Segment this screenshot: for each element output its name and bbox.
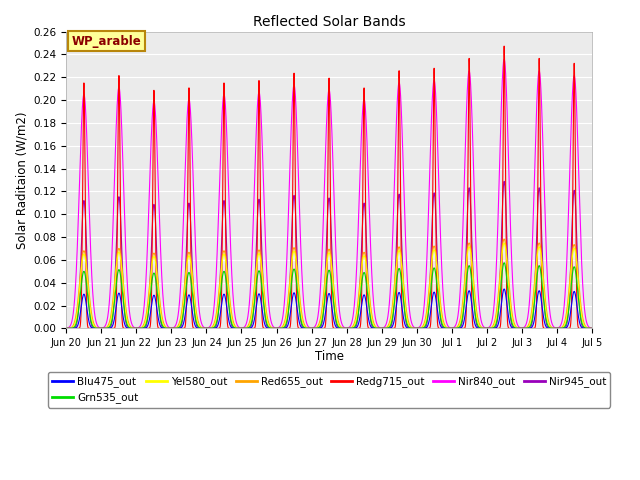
Yel580_out xyxy=(500,240,508,246)
Nir840_out xyxy=(500,56,508,62)
Red655_out xyxy=(175,322,182,327)
Title: Reflected Solar Bands: Reflected Solar Bands xyxy=(253,15,405,29)
Yel580_out xyxy=(476,324,484,330)
Nir840_out xyxy=(588,325,596,331)
Blu475_out xyxy=(476,325,484,331)
Redg715_out xyxy=(170,325,177,331)
Line: Nir945_out: Nir945_out xyxy=(67,181,592,328)
Yel580_out xyxy=(63,325,70,331)
Yel580_out xyxy=(175,324,182,329)
Red655_out xyxy=(170,325,177,331)
Nir840_out xyxy=(259,166,267,171)
X-axis label: Time: Time xyxy=(314,349,344,362)
Red655_out xyxy=(259,276,267,282)
Grn535_out xyxy=(476,325,484,331)
Text: WP_arable: WP_arable xyxy=(72,35,141,48)
Blu475_out xyxy=(170,325,177,331)
Y-axis label: Solar Raditaion (W/m2): Solar Raditaion (W/m2) xyxy=(15,111,28,249)
Line: Red655_out: Red655_out xyxy=(67,239,592,328)
Grn535_out xyxy=(259,296,267,301)
Redg715_out xyxy=(500,43,508,49)
Blu475_out xyxy=(588,325,596,331)
Nir840_out xyxy=(170,325,177,331)
Redg715_out xyxy=(63,325,70,331)
Grn535_out xyxy=(500,260,508,265)
Red655_out xyxy=(586,325,594,331)
Line: Nir840_out: Nir840_out xyxy=(67,59,592,328)
Nir840_out xyxy=(586,325,594,331)
Blu475_out xyxy=(586,325,594,331)
Red655_out xyxy=(476,322,484,328)
Grn535_out xyxy=(170,325,177,331)
Redg715_out xyxy=(588,325,596,331)
Red655_out xyxy=(500,236,508,242)
Nir945_out xyxy=(170,325,177,331)
Legend: Blu475_out, Grn535_out, Yel580_out, Red655_out, Redg715_out, Nir840_out, Nir945_: Blu475_out, Grn535_out, Yel580_out, Red6… xyxy=(48,372,611,408)
Redg715_out xyxy=(401,325,409,331)
Nir840_out xyxy=(401,228,409,234)
Yel580_out xyxy=(401,304,409,310)
Blu475_out xyxy=(500,286,508,292)
Nir945_out xyxy=(63,325,70,331)
Redg715_out xyxy=(175,325,182,331)
Nir945_out xyxy=(500,179,508,184)
Line: Yel580_out: Yel580_out xyxy=(67,243,592,328)
Nir840_out xyxy=(175,307,182,313)
Blu475_out xyxy=(259,313,267,319)
Red655_out xyxy=(401,298,409,304)
Red655_out xyxy=(588,325,596,331)
Blu475_out xyxy=(175,325,182,331)
Grn535_out xyxy=(63,325,70,331)
Yel580_out xyxy=(259,282,267,288)
Grn535_out xyxy=(588,325,596,331)
Grn535_out xyxy=(175,324,182,330)
Yel580_out xyxy=(586,325,594,331)
Grn535_out xyxy=(401,313,409,319)
Nir945_out xyxy=(259,279,267,285)
Blu475_out xyxy=(63,325,70,331)
Yel580_out xyxy=(588,325,596,331)
Redg715_out xyxy=(586,325,594,331)
Line: Blu475_out: Blu475_out xyxy=(67,289,592,328)
Nir945_out xyxy=(401,314,409,320)
Nir945_out xyxy=(476,325,484,331)
Nir945_out xyxy=(175,325,182,331)
Yel580_out xyxy=(170,325,177,331)
Redg715_out xyxy=(259,324,267,330)
Nir840_out xyxy=(63,325,70,331)
Nir945_out xyxy=(586,325,594,331)
Nir945_out xyxy=(588,325,596,331)
Grn535_out xyxy=(586,325,594,331)
Redg715_out xyxy=(476,325,484,331)
Line: Redg715_out: Redg715_out xyxy=(67,46,592,328)
Nir840_out xyxy=(476,310,484,315)
Red655_out xyxy=(63,325,70,331)
Line: Grn535_out: Grn535_out xyxy=(67,263,592,328)
Blu475_out xyxy=(401,323,409,328)
